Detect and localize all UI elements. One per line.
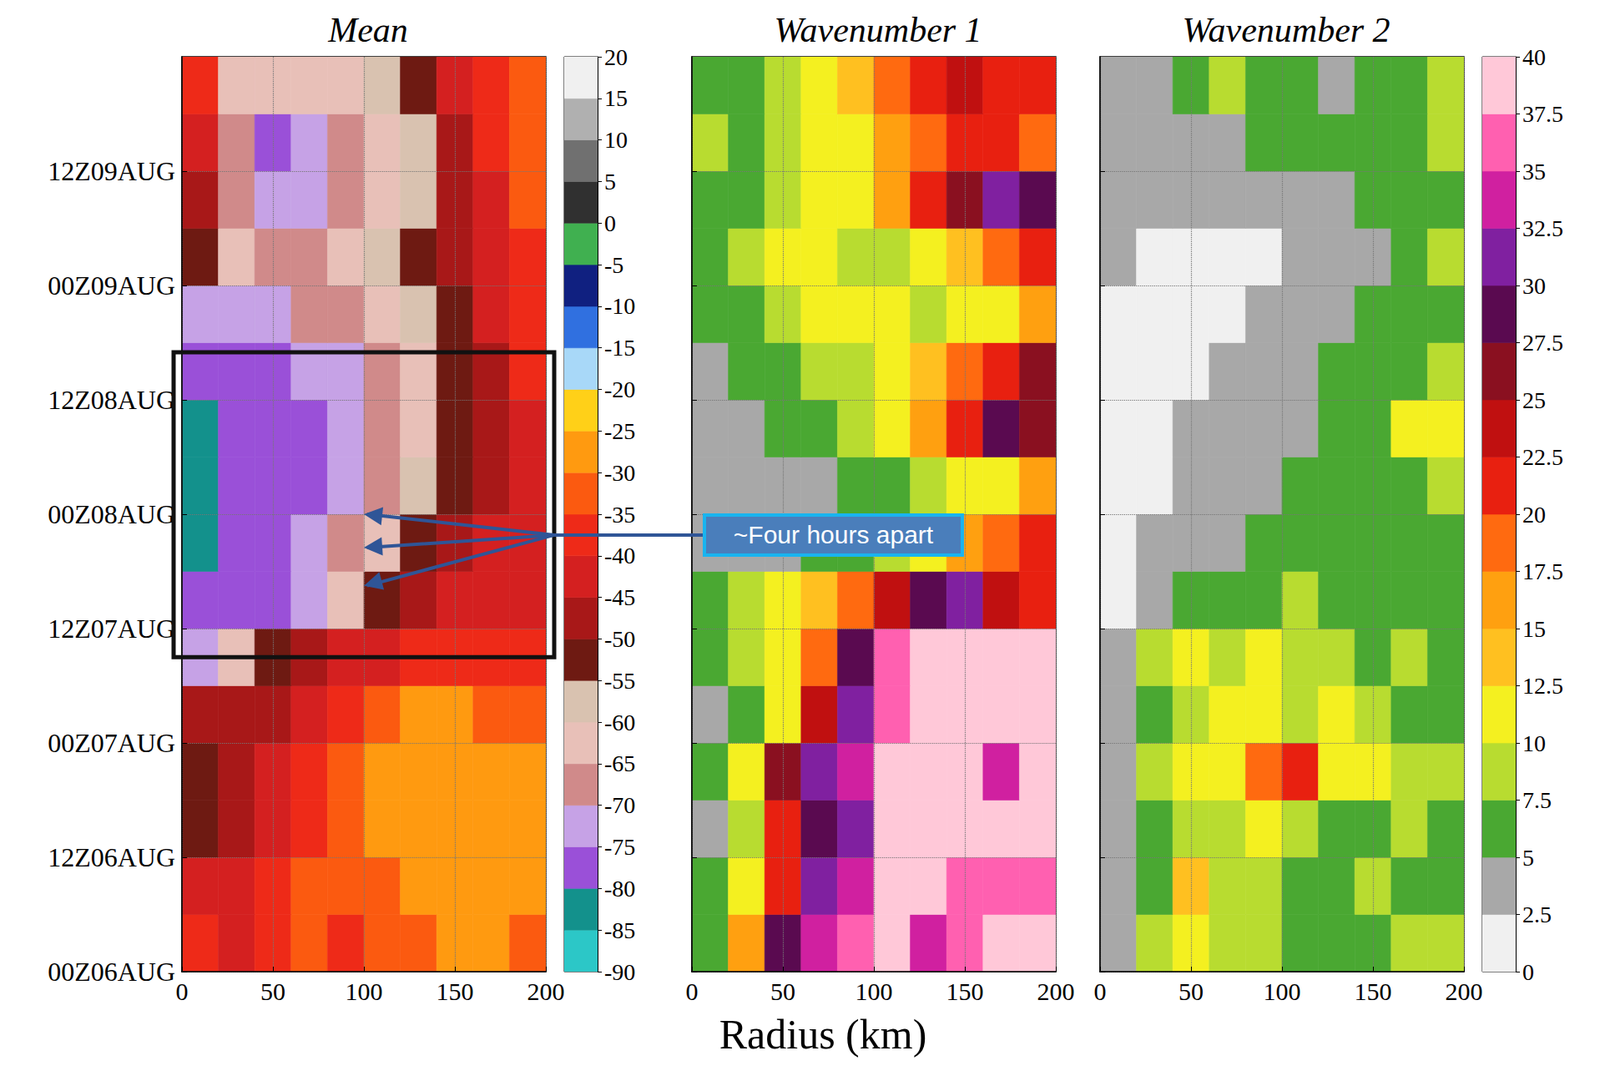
svg-text:27.5: 27.5 bbox=[1522, 329, 1564, 356]
svg-text:Wavenumber 2: Wavenumber 2 bbox=[1181, 10, 1390, 50]
svg-text:32.5: 32.5 bbox=[1522, 215, 1564, 242]
svg-text:0: 0 bbox=[1094, 977, 1107, 1005]
svg-text:-10: -10 bbox=[604, 292, 636, 319]
svg-text:25: 25 bbox=[1522, 387, 1546, 414]
svg-text:7.5: 7.5 bbox=[1522, 787, 1552, 813]
svg-text:12.5: 12.5 bbox=[1522, 672, 1564, 699]
svg-text:-5: -5 bbox=[604, 252, 624, 278]
svg-text:20: 20 bbox=[1522, 501, 1546, 528]
svg-text:50: 50 bbox=[260, 977, 286, 1005]
svg-text:00Z08AUG: 00Z08AUG bbox=[47, 499, 176, 530]
svg-text:5: 5 bbox=[1522, 844, 1535, 871]
svg-text:0: 0 bbox=[176, 977, 189, 1005]
svg-text:0: 0 bbox=[686, 977, 699, 1005]
svg-text:-70: -70 bbox=[604, 792, 636, 818]
svg-text:100: 100 bbox=[1263, 977, 1302, 1005]
svg-text:5: 5 bbox=[604, 168, 616, 195]
svg-text:2.5: 2.5 bbox=[1522, 901, 1552, 928]
svg-text:150: 150 bbox=[1354, 977, 1393, 1005]
svg-text:15: 15 bbox=[1522, 615, 1546, 642]
svg-text:200: 200 bbox=[1445, 977, 1484, 1005]
svg-text:100: 100 bbox=[855, 977, 894, 1005]
svg-text:Wavenumber 1: Wavenumber 1 bbox=[773, 10, 982, 50]
svg-text:-60: -60 bbox=[604, 709, 636, 736]
svg-text:-30: -30 bbox=[604, 459, 636, 486]
svg-text:00Z07AUG: 00Z07AUG bbox=[47, 727, 176, 758]
svg-text:17.5: 17.5 bbox=[1522, 558, 1564, 585]
svg-text:00Z09AUG: 00Z09AUG bbox=[47, 270, 176, 301]
svg-text:50: 50 bbox=[770, 977, 796, 1005]
svg-text:-90: -90 bbox=[604, 958, 636, 985]
svg-text:-20: -20 bbox=[604, 376, 636, 403]
svg-text:20: 20 bbox=[604, 44, 628, 71]
svg-text:-15: -15 bbox=[604, 334, 636, 361]
svg-text:-55: -55 bbox=[604, 667, 636, 694]
svg-text:35: 35 bbox=[1522, 158, 1546, 185]
svg-text:15: 15 bbox=[604, 85, 628, 112]
svg-text:10: 10 bbox=[604, 126, 628, 153]
svg-text:40: 40 bbox=[1522, 44, 1546, 71]
svg-text:-65: -65 bbox=[604, 750, 636, 777]
svg-text:150: 150 bbox=[436, 977, 475, 1005]
svg-text:-85: -85 bbox=[604, 917, 636, 944]
svg-text:-50: -50 bbox=[604, 625, 636, 652]
svg-text:12Z08AUG: 12Z08AUG bbox=[47, 384, 176, 415]
svg-text:00Z06AUG: 00Z06AUG bbox=[47, 956, 176, 987]
svg-text:22.5: 22.5 bbox=[1522, 444, 1564, 470]
svg-text:12Z07AUG: 12Z07AUG bbox=[47, 613, 176, 644]
svg-text:12Z06AUG: 12Z06AUG bbox=[47, 842, 176, 873]
svg-text:150: 150 bbox=[946, 977, 985, 1005]
svg-text:100: 100 bbox=[345, 977, 384, 1005]
svg-text:Mean: Mean bbox=[327, 10, 409, 50]
svg-text:12Z09AUG: 12Z09AUG bbox=[47, 156, 176, 187]
svg-text:-80: -80 bbox=[604, 875, 636, 902]
svg-text:200: 200 bbox=[1037, 977, 1076, 1005]
svg-text:-35: -35 bbox=[604, 501, 636, 528]
svg-text:-75: -75 bbox=[604, 833, 636, 860]
svg-text:-45: -45 bbox=[604, 584, 636, 611]
svg-text:-25: -25 bbox=[604, 418, 636, 445]
svg-text:Radius (km): Radius (km) bbox=[719, 1010, 928, 1058]
svg-text:200: 200 bbox=[527, 977, 566, 1005]
svg-text:37.5: 37.5 bbox=[1522, 100, 1564, 127]
svg-text:~Four hours apart: ~Four hours apart bbox=[733, 520, 934, 549]
svg-text:30: 30 bbox=[1522, 272, 1546, 299]
svg-text:0: 0 bbox=[604, 210, 616, 237]
svg-text:10: 10 bbox=[1522, 730, 1546, 757]
svg-text:0: 0 bbox=[1522, 958, 1535, 985]
svg-text:-40: -40 bbox=[604, 542, 636, 569]
svg-text:50: 50 bbox=[1178, 977, 1204, 1005]
